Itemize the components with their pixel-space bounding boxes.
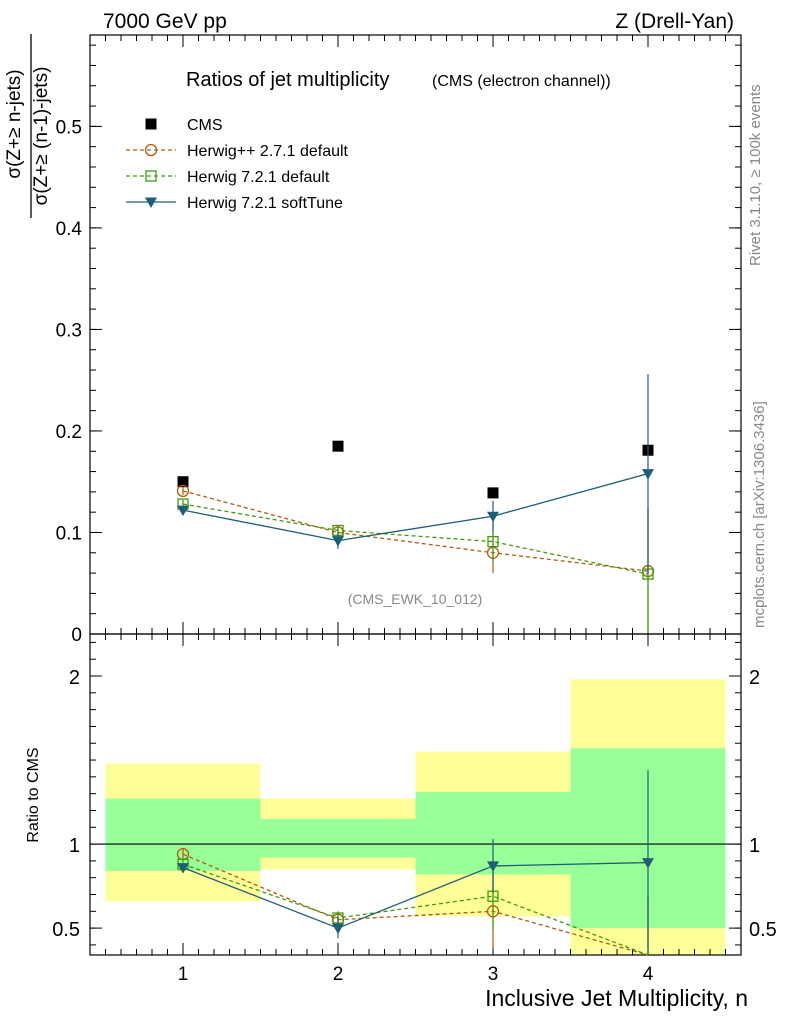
main-axes: 0 0.1 0.2 0.3 0.4 0.5 <box>56 34 742 646</box>
y-tick-label: 0 <box>71 625 82 646</box>
mcplots-label: mcplots.cern.ch [arXiv:1306.3436] <box>751 401 768 628</box>
x-axis-label: Inclusive Jet Multiplicity, n <box>485 985 748 1011</box>
series-herwig-7-2-1-softtune <box>177 374 654 574</box>
legend-label: Herwig 7.2.1 softTune <box>187 195 343 212</box>
legend-entry-herwig-7-2-1-softtune: Herwig 7.2.1 softTune <box>126 195 343 212</box>
series-herwig-7-2-1-default <box>177 498 654 634</box>
legend-label: Herwig++ 2.7.1 default <box>187 143 349 160</box>
ratio-y-axis-label: Ratio to CMS <box>25 747 42 842</box>
x-tick-label: 2 <box>333 964 344 985</box>
y-tick-label: 0.4 <box>56 219 83 240</box>
data-point <box>177 863 189 874</box>
ratio-panel: 0.5 0.5 1 1 2 2 1 2 3 4 <box>52 633 777 985</box>
main-panel: 0 0.1 0.2 0.3 0.4 0.5 Ratios of jet multiplic… <box>56 34 742 646</box>
y-tick-label: 0.5 <box>52 919 80 941</box>
legend-entry-herwig-7-2-1-default: Herwig 7.2.1 default <box>126 169 330 186</box>
legend-entry-cms: CMS <box>145 117 223 134</box>
legend-marker <box>144 143 158 157</box>
series-herwigpp-2-7-1-default <box>176 484 655 634</box>
ratio-axes: 0.5 0.5 1 1 2 2 1 2 3 4 <box>52 633 777 985</box>
legend-marker <box>145 118 157 130</box>
x-tick-label: 1 <box>178 964 189 985</box>
y-tick-label: 2 <box>69 667 80 689</box>
legend-label: Herwig 7.2.1 default <box>187 169 330 186</box>
y-tick-label-right: 1 <box>749 835 760 857</box>
chart-title: Ratios of jet multiplicity <box>186 69 389 91</box>
series-line <box>182 503 649 575</box>
beam-label: 7000 GeV pp <box>103 10 227 33</box>
legend-marker <box>145 170 157 182</box>
ratio-uncertainty-bands <box>105 679 726 955</box>
rivet-label: Rivet 3.1.10, ≥ 100k events <box>747 84 764 266</box>
data-point <box>332 440 344 452</box>
legend-label: CMS <box>187 117 223 134</box>
data-point <box>487 487 499 499</box>
legend-entry-herwigpp-2-7-1-default: Herwig++ 2.7.1 default <box>126 143 349 160</box>
y-tick-label-right: 0.5 <box>749 919 777 941</box>
process-label: Z (Drell-Yan) <box>615 10 734 33</box>
y-tick-label: 0.3 <box>56 320 82 341</box>
series-line <box>182 490 649 572</box>
data-point <box>332 536 344 547</box>
ratio-data-points <box>176 770 654 956</box>
y-tick-label: 1 <box>69 835 80 857</box>
data-point <box>642 858 654 869</box>
ratio-series-herwig-7-2-1-softtune <box>177 770 654 955</box>
band-1sigma <box>260 818 416 858</box>
chart-subtitle: (CMS (electron channel)) <box>432 73 611 90</box>
y-tick-label: 0.1 <box>56 523 82 544</box>
data-point <box>332 923 344 935</box>
series-cms <box>177 440 654 499</box>
data-point <box>176 484 190 497</box>
y-tick-label: 0.5 <box>56 117 82 138</box>
data-point <box>177 505 189 517</box>
x-tick-label: 3 <box>488 964 499 985</box>
series-line <box>182 472 649 542</box>
series-line <box>182 853 649 956</box>
x-tick-label: 4 <box>643 964 654 985</box>
main-y-axis-label: σ(Z+≥ n-jets) σ(Z+≥ (n-1)-jets) <box>4 34 52 218</box>
analysis-watermark: (CMS_EWK_10_012) <box>348 591 483 607</box>
data-point <box>487 535 499 548</box>
data-point <box>642 469 654 480</box>
y-label-numerator: σ(Z+≥ n-jets) <box>4 69 25 178</box>
data-point <box>177 476 189 488</box>
series-line <box>182 861 649 929</box>
data-point <box>487 511 499 523</box>
main-data-points <box>176 374 655 634</box>
y-label-denominator: σ(Z+≥ (n-1)-jets) <box>31 67 52 206</box>
legend-marker <box>145 197 157 208</box>
legend: CMS Herwig++ 2.7.1 default Herwig 7.2.1 de… <box>126 117 349 212</box>
data-point <box>487 861 499 872</box>
y-tick-label-right: 2 <box>749 667 760 689</box>
y-tick-label: 0.2 <box>56 422 82 443</box>
